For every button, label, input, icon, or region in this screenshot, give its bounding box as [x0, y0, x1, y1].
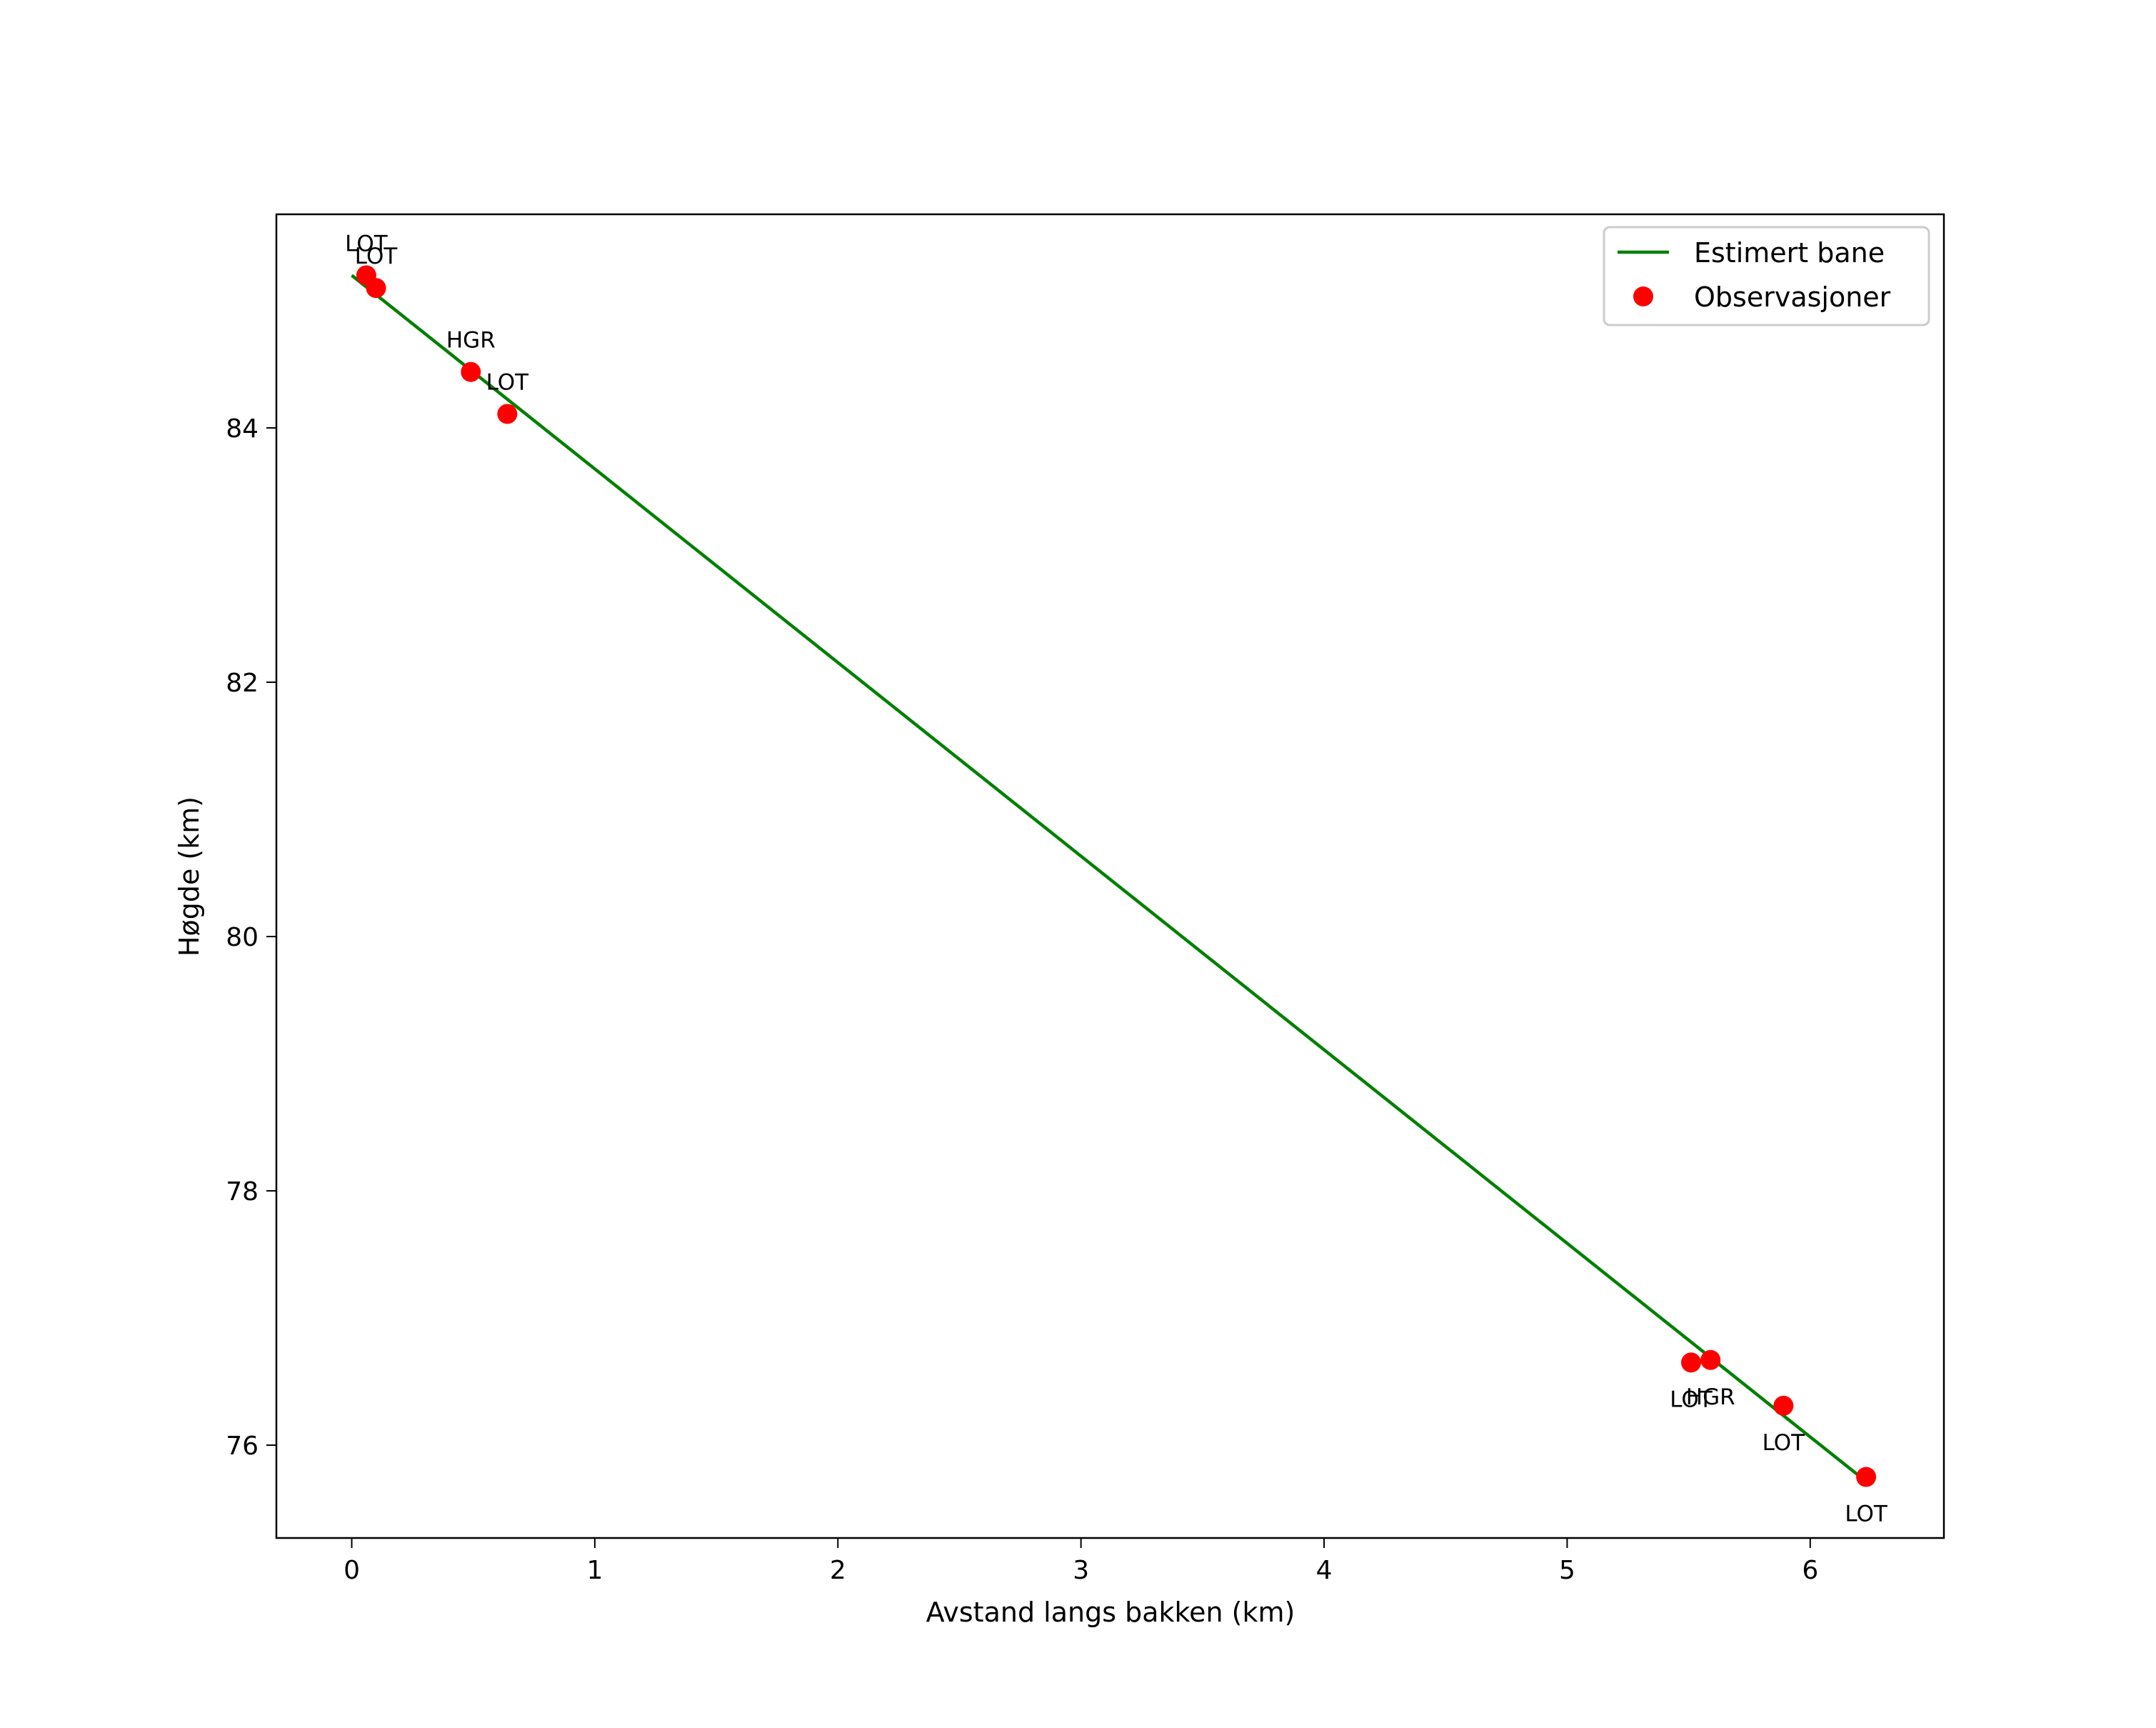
observation-point — [1681, 1352, 1702, 1373]
legend-dot-icon — [1633, 286, 1653, 306]
station-label: LOT — [355, 244, 398, 269]
y-tick-label: 84 — [226, 414, 259, 444]
station-label: LOT — [1763, 1430, 1806, 1456]
y-tick-label: 78 — [226, 1177, 259, 1207]
station-label: HGR — [446, 328, 496, 354]
axes-frame — [275, 213, 1945, 1539]
station-label: LOT — [1670, 1387, 1713, 1412]
x-axis-ticks: 0 1 2 3 4 5 6 — [344, 1538, 1818, 1585]
legend-label: Estimert bane — [1694, 237, 1885, 269]
station-label: HGR — [1686, 1384, 1735, 1410]
legend: Estimert bane Observasjoner — [1603, 226, 1930, 326]
station-label: LOT — [486, 369, 530, 395]
estimated-trajectory-line — [351, 274, 1865, 1481]
station-label: LOT — [345, 231, 388, 256]
x-tick-label: 6 — [1802, 1556, 1818, 1585]
x-tick-label: 0 — [344, 1556, 360, 1585]
legend-box — [1603, 226, 1930, 326]
observation-point — [366, 278, 386, 299]
station-label: LOT — [1845, 1502, 1888, 1527]
x-axis-label: Avstand langs bakken (km) — [926, 1597, 1295, 1628]
y-tick-label: 82 — [226, 669, 259, 698]
x-tick-label: 1 — [586, 1556, 603, 1585]
y-tick-label: 76 — [226, 1432, 259, 1461]
observation-point — [497, 404, 518, 424]
observation-point — [1773, 1395, 1794, 1416]
y-axis-label: Høgde (km) — [174, 796, 205, 957]
x-tick-label: 3 — [1073, 1556, 1089, 1585]
x-tick-label: 2 — [830, 1556, 846, 1585]
y-tick-label: 80 — [226, 923, 259, 952]
observation-point — [1700, 1349, 1721, 1370]
observation-point — [461, 361, 481, 382]
x-tick-label: 4 — [1316, 1556, 1333, 1585]
legend-label: Observasjoner — [1694, 281, 1891, 313]
y-axis-ticks: 76 78 80 82 84 — [226, 414, 276, 1461]
observation-point — [1856, 1467, 1877, 1487]
x-tick-label: 5 — [1559, 1556, 1575, 1585]
